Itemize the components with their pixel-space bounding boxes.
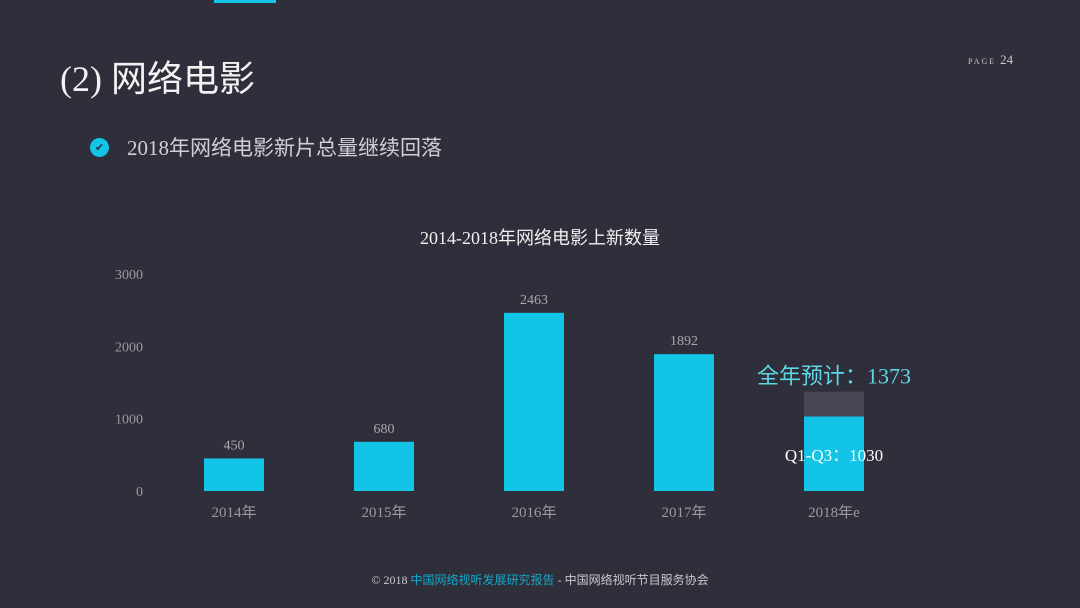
partial-label: Q1-Q3：1030 [785, 446, 883, 465]
x-tick-label: 2015年 [361, 504, 406, 521]
bullet-text: 2018年网络电影新片总量继续回落 [127, 136, 442, 160]
bar [204, 458, 264, 491]
forecast-label: 全年预计：1373 [757, 364, 911, 389]
data-label: 2463 [520, 293, 548, 308]
data-label: 450 [224, 438, 245, 453]
chart-title: 2014-2018年网络电影上新数量 [420, 228, 660, 248]
x-tick-label: 2018年e [808, 504, 860, 521]
y-tick-label: 3000 [115, 268, 143, 283]
x-tick-label: 2014年 [211, 504, 256, 521]
x-tick-label: 2017年 [661, 504, 706, 521]
check-circle-icon: ✔ [90, 137, 109, 157]
bar [804, 416, 864, 491]
y-tick-label: 1000 [115, 413, 143, 428]
data-label: 1892 [670, 334, 698, 349]
page-number: PAGE 24 [968, 52, 1014, 67]
bar [654, 354, 714, 491]
x-tick-label: 2016年 [511, 504, 556, 521]
data-label: 680 [374, 422, 395, 437]
y-tick-label: 0 [136, 485, 143, 500]
top-accent-bar [214, 0, 276, 3]
page-title: (2) 网络电影 [60, 59, 255, 99]
bar [354, 441, 414, 491]
bar [504, 312, 564, 491]
y-tick-label: 2000 [115, 340, 143, 355]
footer: © 2018 中国网络视听发展研究报告 - 中国网络视听节目服务协会 [371, 573, 709, 587]
bullet-point: ✔ 2018年网络电影新片总量继续回落 [90, 132, 442, 162]
